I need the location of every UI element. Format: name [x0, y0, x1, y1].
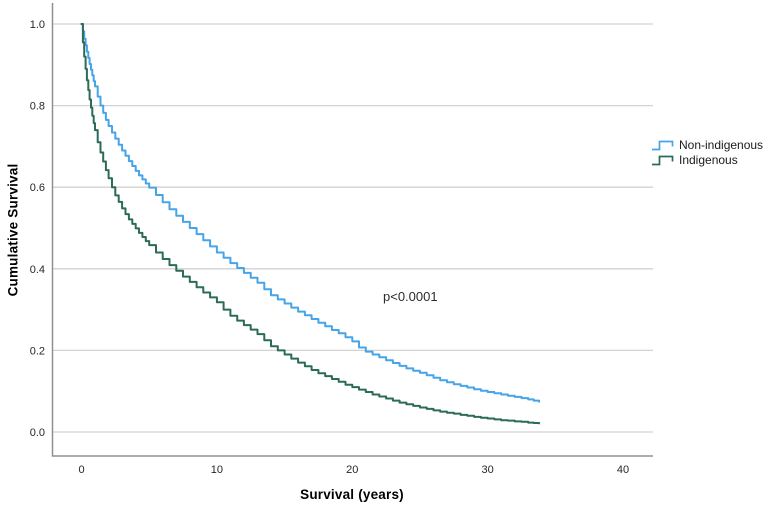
legend-item-non-indigenous: Non-indigenous [651, 138, 763, 152]
legend: Non-indigenous Indigenous [651, 138, 763, 167]
x-tick-label-20: 20 [346, 464, 358, 476]
x-tick-label-30: 30 [482, 464, 494, 476]
legend-label-non-indigenous: Non-indigenous [679, 138, 764, 152]
x-tick-label-40: 40 [617, 464, 629, 476]
step-line-icon [652, 155, 674, 166]
legend-glyph-indigenous [652, 155, 674, 166]
legend-label-indigenous: Indigenous [679, 153, 738, 167]
legend-item-indigenous: Indigenous [651, 153, 763, 167]
y-tick-label-1.0: 1.0 [30, 19, 45, 31]
y-tick-label-0.6: 0.6 [30, 182, 45, 194]
survival-curve-non-indigenous [80, 23, 541, 403]
y-tick-label-0.2: 0.2 [30, 345, 45, 357]
y-axis-title: Cumulative Survival [5, 163, 21, 297]
y-tick-label-0.4: 0.4 [30, 264, 45, 276]
step-line-icon [652, 140, 674, 151]
x-axis-title: Survival (years) [300, 487, 404, 502]
p-value-annotation: p<0.0001 [383, 289, 438, 304]
y-tick-label-0.8: 0.8 [30, 101, 45, 113]
x-tick-label-0: 0 [78, 464, 84, 476]
x-tick-label-10: 10 [211, 464, 223, 476]
survival-curve-indigenous [80, 23, 541, 425]
y-tick-label-0.0: 0.0 [30, 427, 45, 439]
axis-spines [51, 3, 653, 457]
legend-glyph-non-indigenous [652, 140, 674, 151]
